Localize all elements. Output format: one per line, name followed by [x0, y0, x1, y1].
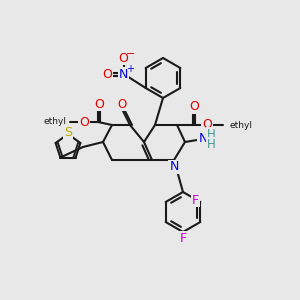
Text: O: O	[202, 118, 212, 131]
Text: N: N	[169, 160, 179, 173]
Text: O: O	[79, 116, 89, 128]
Text: O: O	[117, 98, 127, 110]
Text: O: O	[189, 100, 199, 113]
Text: H: H	[207, 128, 215, 140]
Text: ethyl: ethyl	[229, 121, 252, 130]
Text: H: H	[207, 137, 215, 151]
Text: +: +	[126, 64, 134, 74]
Text: O: O	[119, 52, 129, 64]
Text: O: O	[94, 98, 104, 110]
Text: F: F	[179, 232, 187, 244]
Text: N: N	[198, 133, 208, 146]
Text: −: −	[126, 49, 135, 59]
Text: N: N	[119, 68, 128, 80]
Text: ethyl: ethyl	[43, 118, 66, 127]
Text: S: S	[64, 125, 72, 139]
Text: F: F	[192, 194, 199, 206]
Text: O: O	[103, 68, 112, 80]
